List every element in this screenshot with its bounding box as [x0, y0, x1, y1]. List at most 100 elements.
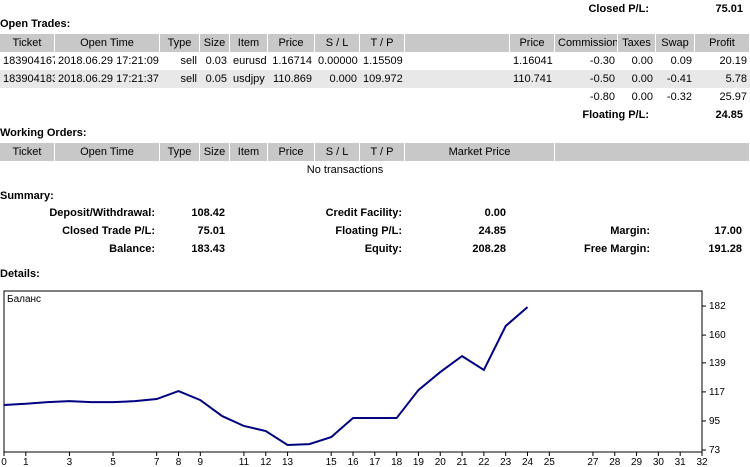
summary-label: Closed Trade P/L: — [62, 225, 155, 237]
column-header: Open Time — [55, 143, 160, 161]
x-tick-label: 21 — [457, 457, 469, 467]
summary-value: 0.00 — [484, 207, 506, 219]
plot-area — [3, 290, 703, 453]
summary-label: Margin: — [610, 225, 650, 237]
column-header — [405, 34, 510, 52]
table-cell: sell — [180, 55, 197, 67]
y-tick-label: 117 — [709, 387, 725, 398]
total-cell: 25.97 — [719, 91, 747, 103]
x-tick-label: 11 — [239, 457, 250, 467]
summary-value: 183.43 — [191, 243, 225, 255]
table-cell: 183904183 — [3, 73, 55, 85]
column-header: Profit — [695, 34, 750, 52]
column-header — [555, 143, 750, 161]
table-cell: 0.000 — [329, 73, 357, 85]
table-cell: 0.05 — [205, 73, 227, 85]
column-header: Commission — [555, 34, 618, 52]
column-header: Item — [230, 34, 268, 52]
x-tick-label: 31 — [675, 457, 687, 467]
x-tick-label: 23 — [500, 457, 512, 467]
value: 75.01 — [715, 3, 743, 15]
column-header: Ticket — [0, 143, 55, 161]
x-tick-label: 0 — [1, 457, 7, 467]
column-header: Price — [510, 34, 555, 52]
table-cell: 0.00 — [631, 73, 653, 85]
value: 24.85 — [715, 109, 743, 121]
balance-line — [3, 306, 529, 447]
x-tick-label: 12 — [260, 457, 272, 467]
table-cell: 110.869 — [273, 73, 312, 85]
table-cell: 0.00 — [631, 55, 653, 67]
column-header: Price — [268, 34, 315, 52]
table-cell: usdjpy — [233, 73, 265, 85]
table-cell: 20.19 — [719, 55, 747, 67]
table-cell: 2018.06.29 17:21:09 — [58, 55, 159, 67]
label: Closed P/L: — [588, 3, 649, 15]
x-tick-label: 28 — [609, 457, 621, 467]
summary-value: 75.01 — [197, 225, 225, 237]
row-bg — [0, 70, 750, 88]
column-header: S / L — [315, 143, 360, 161]
summary-value: 24.85 — [478, 225, 506, 237]
table-cell: 2018.06.29 17:21:37 — [58, 73, 159, 85]
x-tick-label: 1 — [23, 457, 29, 467]
total-cell: -0.80 — [589, 91, 615, 103]
x-tick-label: 13 — [282, 457, 294, 467]
x-tick-label: 5 — [110, 457, 116, 467]
table-cell: 183904167 — [3, 55, 55, 67]
x-tick-label: 16 — [347, 457, 359, 467]
empty-message: No transactions — [306, 164, 384, 176]
x-tick-label: 19 — [413, 457, 425, 467]
column-header: T / P — [360, 34, 405, 52]
x-tick-label: 18 — [391, 457, 403, 467]
column-header: Size — [200, 143, 230, 161]
table-cell: 1.16714 — [272, 55, 312, 67]
x-tick-label: 24 — [522, 457, 534, 467]
x-tick-label: 30 — [653, 457, 665, 467]
table-cell: 0.00000 — [318, 55, 358, 67]
x-tick-label: 27 — [587, 457, 599, 467]
table-cell: 1.15509 — [363, 55, 403, 67]
x-tick-label: 32 — [696, 457, 708, 467]
column-header: Ticket — [0, 34, 55, 52]
table-cell: -0.50 — [589, 73, 615, 85]
summary-value: 17.00 — [714, 225, 742, 237]
y-tick-label: 95 — [709, 416, 721, 427]
section-title: Working Orders: — [0, 127, 87, 139]
summary-value: 191.28 — [708, 243, 742, 255]
column-header: Market Price — [405, 143, 555, 161]
column-header: Taxes — [618, 34, 656, 52]
total-cell: 0.00 — [631, 91, 653, 103]
table-cell: -0.41 — [666, 73, 692, 85]
summary-label: Balance: — [109, 243, 155, 255]
summary-label: Deposit/Withdrawal: — [49, 207, 155, 219]
column-header: Open Time — [55, 34, 160, 52]
table-cell: 110.741 — [513, 73, 552, 85]
table-cell: 109.972 — [363, 73, 403, 85]
column-header: Item — [230, 143, 268, 161]
x-tick-label: 22 — [478, 457, 490, 467]
summary-label: Credit Facility: — [325, 207, 402, 219]
column-header: Swap — [656, 34, 695, 52]
total-cell: -0.32 — [666, 91, 692, 103]
x-tick-label: 3 — [67, 457, 73, 467]
section-title: Details: — [0, 268, 40, 280]
x-tick-label: 25 — [544, 457, 556, 467]
column-header: Type — [160, 143, 200, 161]
column-header: Type — [160, 34, 200, 52]
x-tick-label: 29 — [631, 457, 643, 467]
summary-label: Equity: — [364, 243, 402, 255]
column-header: Size — [200, 34, 230, 52]
y-tick-label: 182 — [709, 301, 726, 312]
table-cell: 0.09 — [670, 55, 692, 67]
table-cell: sell — [180, 73, 197, 85]
summary-label: Free Margin: — [583, 243, 650, 255]
summary-label: Floating P/L: — [335, 225, 402, 237]
table-cell: eurusd — [233, 55, 267, 67]
table-cell: 1.16041 — [513, 55, 553, 67]
row-bg — [0, 52, 750, 70]
x-tick-label: 20 — [435, 457, 447, 467]
x-tick-label: 8 — [176, 457, 182, 467]
label: Floating P/L: — [582, 109, 649, 121]
